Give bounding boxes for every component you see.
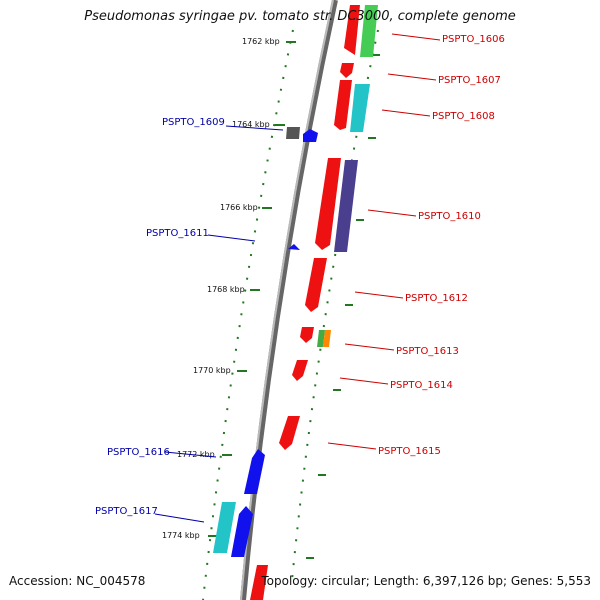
gene-label-PSPTO_1615: PSPTO_1615 <box>378 446 441 457</box>
gene-PSPTO_1615[interactable]: PSPTO_1615 <box>279 416 441 457</box>
gene-PSPTO_1608[interactable]: PSPTO_1608 <box>334 80 495 132</box>
kbp-label-1768: 1768 kbp <box>207 285 245 294</box>
kbp-label-1764: 1764 kbp <box>232 120 270 129</box>
gene-PSPTO_1613[interactable]: PSPTO_1613 <box>300 327 459 357</box>
gene-PSPTO_1612[interactable]: PSPTO_1612 <box>305 258 468 312</box>
map-title: Pseudomonas syringae pv. tomato str. DC3… <box>84 9 516 24</box>
gene-label-PSPTO_1611: PSPTO_1611 <box>146 228 209 239</box>
outer-ticks <box>306 54 380 559</box>
gene-bottom-red[interactable] <box>250 565 268 600</box>
gene-PSPTO_1614[interactable]: PSPTO_1614 <box>292 360 453 391</box>
kbp-label-1762: 1762 kbp <box>242 37 280 46</box>
gene-PSPTO_1610[interactable]: PSPTO_1610 <box>315 158 481 252</box>
genome-backbone <box>240 0 338 600</box>
gene-PSPTO_1607[interactable]: PSPTO_1607 <box>340 63 501 86</box>
gene-label-PSPTO_1606: PSPTO_1606 <box>442 34 505 45</box>
outer-ring <box>291 29 379 581</box>
gene-PSPTO_1606[interactable]: PSPTO_1606 <box>344 5 505 57</box>
gene-label-PSPTO_1614: PSPTO_1614 <box>390 380 453 391</box>
kbp-label-1770: 1770 kbp <box>193 366 231 375</box>
kbp-ticks: 1762 kbp 1764 kbp 1766 kbp 1768 kbp 1770… <box>162 37 296 540</box>
gene-PSPTO_1609[interactable]: PSPTO_1609 <box>162 117 318 142</box>
gene-label-PSPTO_1613: PSPTO_1613 <box>396 346 459 357</box>
gene-label-PSPTO_1608: PSPTO_1608 <box>432 111 495 122</box>
gene-label-PSPTO_1617: PSPTO_1617 <box>95 506 158 517</box>
gene-PSPTO_1617[interactable]: PSPTO_1617 <box>95 502 253 557</box>
gene-PSPTO_1611[interactable]: PSPTO_1611 <box>146 228 300 250</box>
kbp-label-1772: 1772 kbp <box>177 450 215 459</box>
accession-text: Accession: NC_004578 <box>9 574 146 588</box>
gene-label-PSPTO_1616: PSPTO_1616 <box>107 447 170 458</box>
gene-label-PSPTO_1610: PSPTO_1610 <box>418 211 481 222</box>
gene-label-PSPTO_1612: PSPTO_1612 <box>405 293 468 304</box>
gene-label-PSPTO_1607: PSPTO_1607 <box>438 75 501 86</box>
gene-PSPTO_1616[interactable]: PSPTO_1616 <box>107 447 265 494</box>
kbp-ring <box>202 29 294 600</box>
gene-label-PSPTO_1609: PSPTO_1609 <box>162 117 225 128</box>
kbp-label-1766: 1766 kbp <box>220 203 258 212</box>
kbp-label-1774: 1774 kbp <box>162 531 200 540</box>
genome-summary-text: Topology: circular; Length: 6,397,126 bp… <box>261 574 591 588</box>
